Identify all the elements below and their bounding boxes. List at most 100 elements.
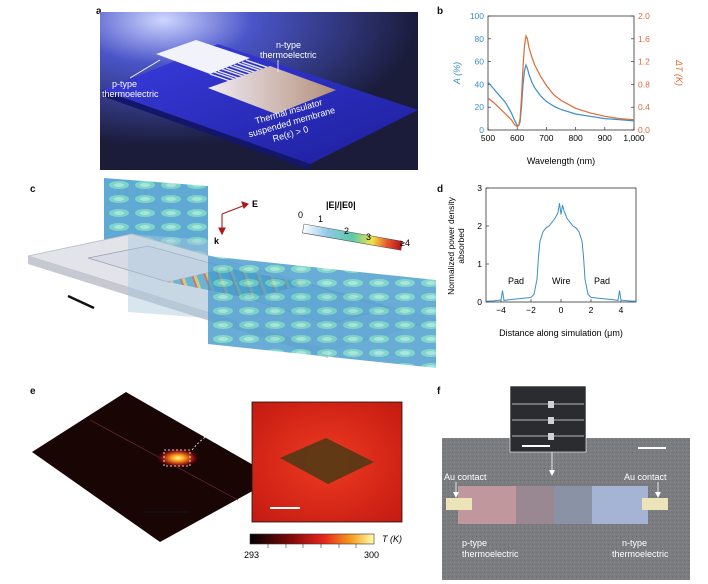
chart-b-xlabel: Wavelength (nm) [527, 156, 595, 166]
chart-d-y-ticks: 0 1 2 3 [477, 184, 489, 307]
label-ptype-line1: p-type [112, 79, 137, 89]
colorbar-max: 300 [364, 550, 379, 560]
panel-d-chart: −4 −2 0 2 4 0 1 2 3 Pad Wire Pad Distance along… [446, 184, 637, 338]
label-au-left: Au contact [444, 472, 487, 482]
chart-d-ytick-label: 2 [477, 221, 482, 231]
chart-b-ltick-label: 0 [479, 125, 484, 135]
scale-bar-c [67, 294, 95, 310]
chart-b-rtick-label: 1.6 [638, 34, 650, 44]
chart-b-left-ticks: 0 20 40 60 80 100 [470, 11, 491, 135]
chart-b-rtick-label: 2.0 [638, 11, 650, 21]
chart-b-x-ticks: 500 600 700 800 900 1,000 [481, 127, 645, 143]
chart-b-xtick-label: 1,000 [623, 133, 645, 143]
chart-b-ltick-label: 60 [475, 57, 485, 67]
chart-b-ltick-label: 80 [475, 34, 485, 44]
ntype-block [208, 66, 336, 114]
chart-b-xtick-label: 900 [598, 133, 612, 143]
panel-letter-c: c [30, 184, 36, 195]
zoom-arrow [191, 428, 253, 451]
field-scale-label: |E|/|E0| [326, 200, 356, 210]
chart-d-xtick-label: −4 [496, 305, 506, 315]
au-contact-right [642, 498, 668, 510]
field-scale-tick-3: 3 [366, 232, 371, 242]
colorbar-ticks [267, 544, 357, 548]
chart-d-xlabel: Distance along simulation (μm) [499, 328, 623, 338]
chart-b-ltick-label: 100 [470, 11, 484, 21]
membrane-edge [102, 90, 310, 170]
chart-b-ylabel-left: A (%) [452, 62, 462, 85]
chart-b-xtick-label: 500 [481, 133, 495, 143]
label-ntype-line1: n-type [276, 40, 301, 50]
chart-b-ltick-label: 20 [475, 102, 485, 112]
au-right-pointer-head [655, 492, 661, 498]
chart-d-ylabel: Normalized power density absorbed [446, 196, 466, 295]
vector-E-label: E [252, 199, 258, 209]
chart-d-ytick-label: 0 [477, 297, 482, 307]
panel-f-micrograph: Au contact Au contact p-type thermoelect… [442, 386, 690, 580]
polarization-vectors [218, 201, 250, 236]
field-slice-mid [128, 234, 208, 318]
thermal-map-plane [32, 392, 276, 542]
chart-b-xtick-label: 700 [539, 133, 553, 143]
chart-d-xtick-label: −2 [526, 305, 536, 315]
series-deltaT-line [487, 34, 635, 128]
vector-k-label: k [214, 236, 220, 246]
chart-b-xtick-label: 800 [569, 133, 583, 143]
panel-letter-a: a [96, 6, 102, 17]
sem-inset-junctions [548, 401, 554, 440]
zoom-inset-wire-region [280, 438, 374, 484]
annotation-pad-right: Pad [594, 276, 610, 286]
panel-c-illustration: E k |E|/|E0| 0 1 2 3 ≥4 [28, 178, 438, 368]
ntype-wire-region [554, 486, 592, 524]
chart-d-x-ticks: −4 −2 0 2 4 [496, 299, 624, 315]
au-left-pointer-head [453, 492, 459, 498]
chart-d-xtick-label: 2 [589, 305, 594, 315]
panel-a-illustration: n-type thermoelectric p-type thermoelect… [100, 12, 418, 170]
label-f-ptype-line2: thermoelectric [462, 549, 519, 559]
temperature-colorbar [249, 533, 375, 545]
field-scale-tick-2: 2 [344, 226, 349, 236]
field-scale-tick-1: 1 [318, 214, 323, 224]
field-slice-front [208, 256, 436, 368]
panel-letter-d: d [437, 184, 444, 195]
label-au-right: Au contact [624, 472, 667, 482]
chart-b-frame [487, 15, 635, 131]
chart-d-xtick-label: 0 [559, 305, 564, 315]
chart-b-ltick-label: 40 [475, 79, 485, 89]
colorbar-min: 293 [244, 550, 259, 560]
field-colorscale-bar [302, 223, 403, 251]
series-absorption-line [487, 63, 635, 126]
annotation-pad-left: Pad [508, 276, 524, 286]
ntype-region [592, 486, 648, 524]
chart-b-rtick-label: 1.2 [638, 57, 650, 67]
label-f-ptype-line1: p-type [462, 538, 487, 548]
label-f-ntype-line1: n-type [622, 538, 647, 548]
chart-b-right-ticks: 0.0 0.4 0.8 1.2 1.6 2.0 [631, 11, 650, 135]
field-colorscale [302, 223, 403, 251]
chart-b-ylabel-right: ΔT (K) [674, 59, 684, 86]
ptype-block [156, 40, 250, 74]
panel-letter-f: f [437, 386, 441, 397]
au-contact-left [446, 498, 472, 510]
ptype-pointer [129, 59, 161, 79]
panel-b-chart: 500 600 700 800 900 1,000 0 20 40 60 80 100 0.0 0.4… [452, 11, 684, 166]
thermal-hotspot [156, 448, 200, 468]
label-f-ntype-line2: thermoelectric [612, 549, 669, 559]
chart-d-xtick-label: 4 [619, 305, 624, 315]
colorbar-label: T (K) [382, 534, 402, 544]
chart-d-ylabel-line2: absorbed [456, 228, 466, 264]
chart-b-xtick-label: 600 [510, 133, 524, 143]
chart-b-rtick-label: 0.8 [638, 79, 650, 89]
series-power-density-line [485, 203, 637, 302]
panel-letter-e: e [30, 386, 36, 397]
zoom-region-box [163, 449, 191, 467]
chart-d-ylabel-line1: Normalized power density [446, 196, 456, 295]
label-ntype-line2: thermoelectric [260, 50, 317, 60]
ptype-wire-region [516, 486, 554, 524]
field-scale-tick-4: ≥4 [400, 238, 410, 248]
label-ptype-line2: thermoelectric [102, 89, 159, 99]
chart-b-rtick-label: 0.0 [638, 125, 650, 135]
inset-pointer-head [549, 470, 555, 476]
chart-d-ytick-label: 3 [477, 184, 482, 193]
panel-letter-b: b [437, 6, 444, 17]
